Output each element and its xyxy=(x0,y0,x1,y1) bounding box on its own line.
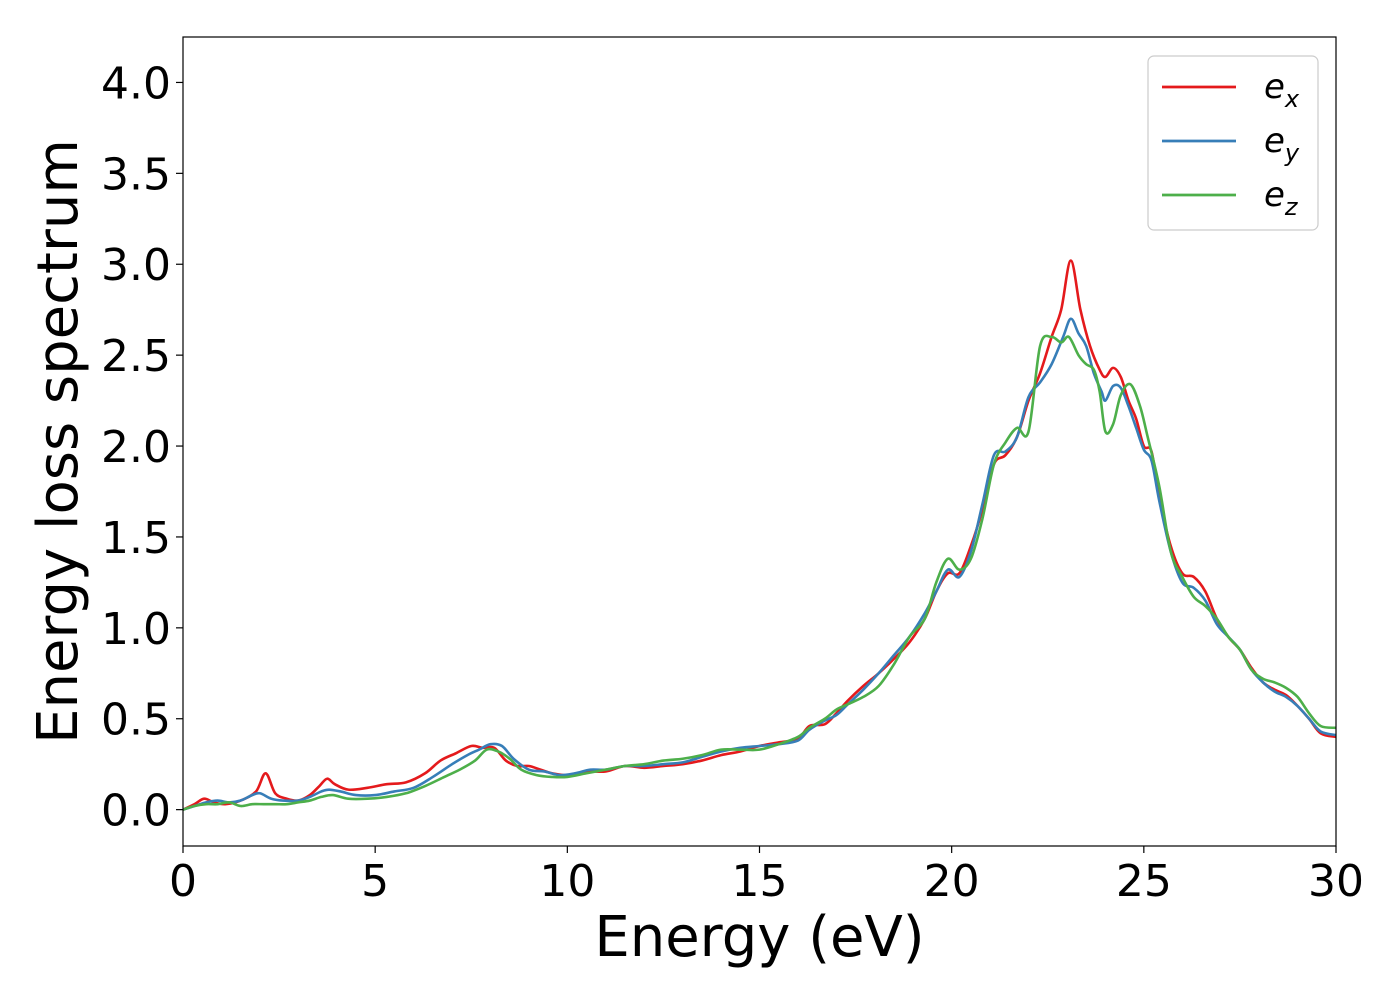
x-tick-label: 0 xyxy=(169,856,197,907)
x-tick-label: 30 xyxy=(1308,856,1364,907)
series-layer xyxy=(183,259,1336,811)
x-tick-label: 15 xyxy=(732,856,788,907)
y-tick-label: 0.0 xyxy=(101,786,171,837)
y-tick-label: 1.5 xyxy=(101,513,171,564)
series-line-e-x xyxy=(183,259,1336,811)
x-tick-label: 5 xyxy=(361,856,389,907)
legend-box xyxy=(1147,55,1319,231)
y-axis-label: Energy loss spectrum xyxy=(26,139,91,744)
y-tick-label: 1.0 xyxy=(101,604,171,655)
legend-label: ey xyxy=(1264,121,1300,167)
y-tick-label: 2.5 xyxy=(101,331,171,382)
x-tick-label: 20 xyxy=(924,856,980,907)
x-tick-label: 10 xyxy=(539,856,595,907)
series-line-e-z xyxy=(183,334,1336,811)
legend: ex ey ez xyxy=(1147,55,1319,231)
legend-label: ez xyxy=(1264,175,1299,221)
x-axis-label: Energy (eV) xyxy=(594,905,924,970)
y-tick-label: 4.0 xyxy=(101,58,171,109)
y-tick-label: 0.5 xyxy=(101,695,171,746)
y-axis-ticks: 0.0 0.5 1.0 1.5 2.0 2.5 3.0 3.5 4.0 xyxy=(101,58,183,837)
y-tick-label: 3.0 xyxy=(101,240,171,291)
legend-label: ex xyxy=(1264,67,1300,113)
x-tick-label: 25 xyxy=(1116,856,1172,907)
y-tick-label: 2.0 xyxy=(101,422,171,473)
y-tick-label: 3.5 xyxy=(101,149,171,200)
x-axis-ticks: 0 5 10 15 20 25 30 xyxy=(169,846,1364,907)
series-line-e-y xyxy=(183,317,1336,811)
